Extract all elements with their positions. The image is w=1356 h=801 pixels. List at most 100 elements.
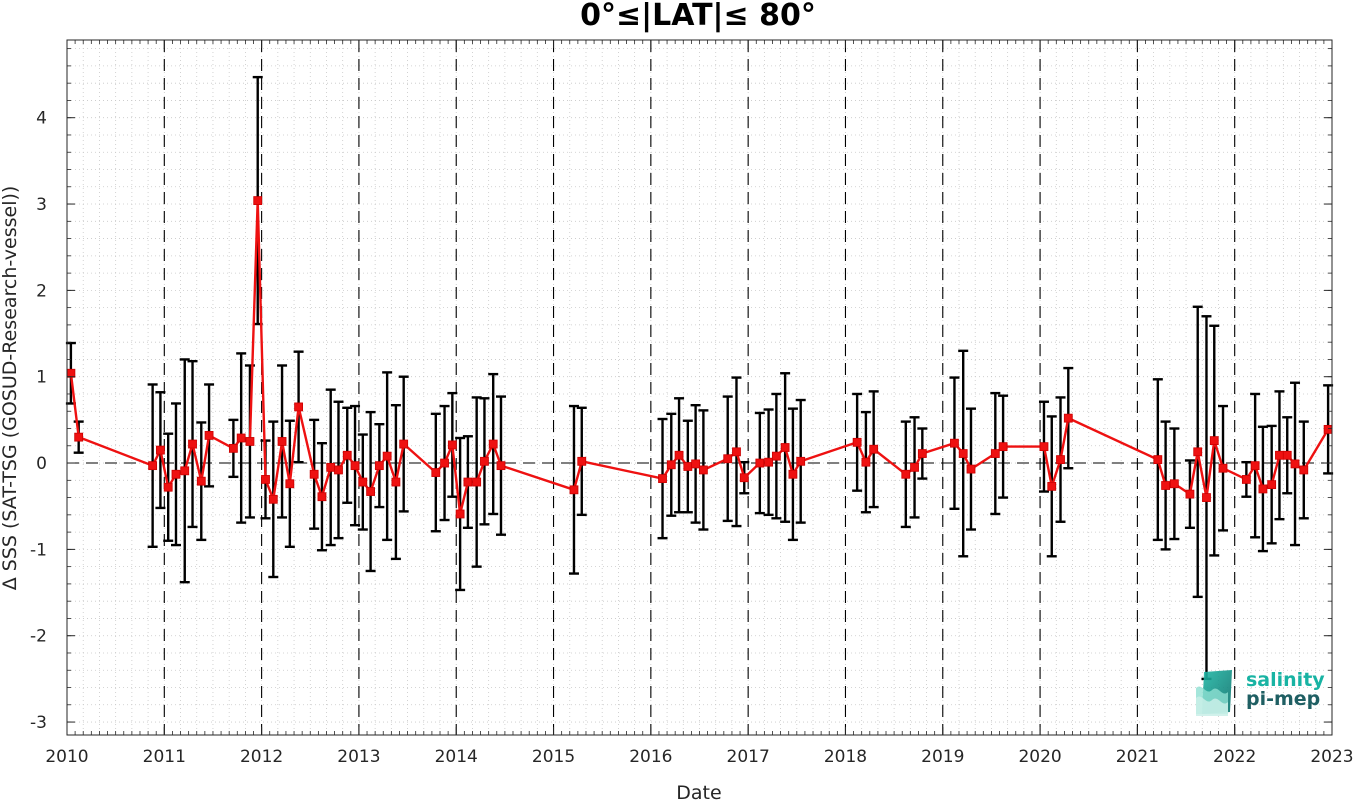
data-point [358, 477, 368, 487]
data-point [156, 445, 165, 455]
data-point [910, 462, 919, 472]
data-point [285, 479, 295, 489]
data-point [796, 456, 806, 466]
year-dashed-lines [163, 40, 1236, 735]
data-point [472, 477, 482, 487]
data-point [148, 461, 158, 471]
data-point [374, 461, 384, 471]
data-point [342, 450, 352, 460]
data-point [463, 477, 473, 487]
data-point [1290, 459, 1300, 469]
data-point [1275, 450, 1284, 460]
data-point [569, 485, 579, 495]
x-tick-label: 2020 [1018, 747, 1061, 767]
x-tick-label: 2018 [824, 747, 867, 767]
x-tick-label: 2021 [1116, 747, 1159, 767]
data-point [577, 456, 587, 466]
data-point [480, 456, 489, 466]
data-point [163, 482, 173, 492]
data-point [966, 464, 976, 474]
data-point [1323, 424, 1333, 434]
data-point [440, 458, 449, 468]
data-point [1241, 475, 1251, 484]
data-point [698, 465, 708, 475]
x-tick-label: 2013 [337, 747, 380, 767]
x-tick-label: 2010 [45, 747, 88, 767]
data-point [245, 437, 255, 446]
data-point [334, 465, 343, 475]
wave-logo-icon [1196, 670, 1232, 716]
x-tick-label: 2017 [727, 747, 770, 767]
data-point [180, 466, 190, 476]
axes [66, 39, 1333, 736]
y-tick-label: 0 [36, 454, 47, 474]
y-tick-labels: -3 -2 -1 0 1 2 3 4 [30, 109, 47, 733]
data-point [488, 439, 498, 449]
data-point [317, 492, 327, 502]
data-point [732, 447, 741, 457]
data-point [204, 431, 214, 440]
x-tick-label: 2011 [143, 747, 186, 767]
data-point [399, 439, 409, 449]
x-tick-label: 2015 [532, 747, 575, 767]
data-point [391, 477, 401, 487]
data-point [1267, 480, 1277, 490]
x-tick-labels: 2010 2011 2012 2013 2014 2015 2016 2017 2018 2019… [45, 747, 1353, 767]
logo-line-2: pi-mep [1246, 688, 1321, 710]
logo-line-1: salinity [1246, 669, 1325, 691]
data-point [998, 442, 1008, 452]
data-point [723, 454, 733, 464]
data-point [901, 469, 911, 479]
data-point [447, 440, 457, 450]
data-point [350, 461, 360, 471]
data-point [431, 468, 441, 477]
data-point [658, 474, 667, 483]
data-point [755, 458, 765, 468]
data-point [1250, 461, 1260, 471]
data-point [66, 368, 76, 378]
data-point [309, 469, 319, 479]
data-point [852, 437, 862, 447]
data-point [1039, 442, 1049, 452]
data-point [277, 437, 287, 446]
data-point [326, 462, 336, 472]
data-point [1202, 493, 1211, 502]
data-point [196, 476, 206, 486]
data-point [1047, 481, 1057, 491]
x-tick-label: 2019 [921, 747, 964, 767]
data-point [1161, 481, 1171, 490]
salinity-pi-mep-logo: salinity pi-mep [1194, 668, 1334, 718]
data-point [496, 461, 506, 471]
data-point [1193, 447, 1203, 457]
data-point [236, 433, 246, 443]
data-point [268, 494, 278, 504]
data-point [666, 460, 676, 470]
data-point [950, 438, 959, 448]
y-tick-label: -2 [30, 627, 47, 647]
y-axis-label: Δ SSS (SAT-TSG (GOSUD-Research-vessel)) [0, 186, 21, 591]
x-axis-label: Date [676, 782, 721, 801]
y-tick-label: 1 [36, 368, 47, 388]
y-tick-label: 4 [36, 109, 47, 129]
data-point [1153, 455, 1163, 464]
data-point [1218, 463, 1228, 473]
data-point [861, 457, 871, 467]
data-point [1063, 413, 1073, 423]
data-point [771, 451, 781, 461]
x-tick-label: 2016 [629, 747, 672, 767]
data-point [683, 462, 693, 471]
y-tick-label: 3 [36, 195, 47, 215]
data-point [917, 449, 927, 458]
data-point [382, 451, 392, 461]
x-tick-label: 2012 [240, 747, 283, 767]
x-tick-label: 2014 [435, 747, 478, 767]
data-point [1209, 436, 1219, 445]
data-point [1056, 455, 1065, 464]
data-point [780, 443, 790, 452]
y-tick-label: -3 [30, 713, 47, 733]
data-point [455, 509, 465, 519]
data-point [691, 459, 701, 469]
data-point [958, 449, 968, 458]
y-tick-label: -1 [30, 540, 47, 560]
